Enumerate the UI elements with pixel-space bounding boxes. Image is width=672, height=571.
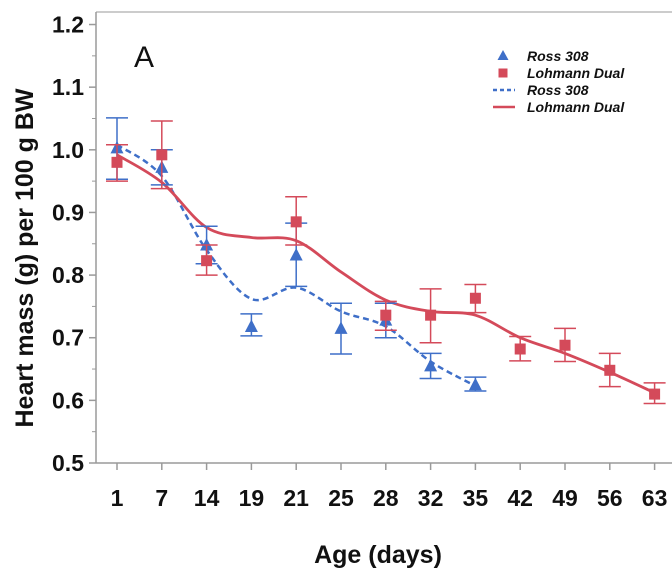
ross-fit-line [116,143,476,388]
ross-point [244,319,258,332]
panel-label: A [134,41,154,74]
lohmann-point [290,216,302,228]
ross-point [289,248,303,261]
ross-point [424,358,438,372]
x-tick-label: 35 [463,485,489,511]
x-tick-label: 63 [642,485,668,511]
y-axis-label: Heart mass (g) per 100 g BW [11,88,39,427]
x-tick-label: 49 [552,485,578,511]
legend-label: Lohmann Dual [527,65,625,81]
data-points [106,117,666,405]
x-tick-label: 25 [328,485,354,511]
y-tick-label: 1.1 [52,74,84,100]
lohmann-point [649,388,661,400]
x-tick-label: 1 [111,485,124,511]
y-tick-label: 0.7 [52,325,84,351]
lohmann-point [559,339,571,351]
x-tick-label: 14 [194,485,220,511]
fit-lines [116,143,656,395]
y-tick-label: 1.0 [52,137,84,163]
y-tick-label: 0.8 [52,262,84,288]
legend-triangle-icon [497,50,509,60]
legend-label: Ross 308 [527,48,589,64]
legend-label: Lohmann Dual [527,99,625,115]
x-tick-label: 21 [283,485,309,511]
x-tick-label: 28 [373,485,399,511]
lohmann-point [469,292,481,304]
axes: 0.5 0.6 0.7 0.8 0.9 1.0 1.1 1.2 1 7 14 19 21 25 28 32 35… [52,11,672,511]
x-tick-label: 42 [507,485,533,511]
lohmann-point [201,255,213,267]
x-tick-label: 32 [418,485,444,511]
legend-label: Ross 308 [527,82,589,98]
y-tick-label: 0.6 [52,387,84,413]
lohmann-fit-line [116,153,656,395]
lohmann-point [514,343,526,355]
lohmann-point [604,364,616,376]
x-tick-label: 19 [239,485,265,511]
lohmann-point [156,149,168,161]
ross-point [334,321,348,334]
y-tick-label: 0.5 [52,450,84,476]
x-tick-label: 7 [155,485,168,511]
legend-square-icon [498,68,508,78]
x-axis-label: Age (days) [314,541,442,569]
ross-point [468,377,482,391]
lohmann-point [425,309,437,321]
y-tick-label: 1.2 [52,12,84,38]
y-tick-label: 0.9 [52,199,84,225]
x-tick-label: 56 [597,485,623,511]
lohmann-point [111,156,123,168]
lohmann-point [380,309,392,321]
